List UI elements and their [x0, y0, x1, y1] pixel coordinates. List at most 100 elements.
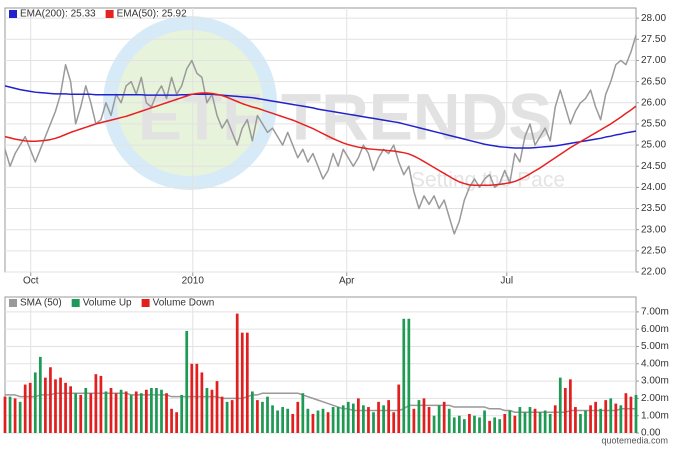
volume-bar	[407, 318, 411, 433]
volume-bar	[473, 415, 476, 433]
volume-bar	[629, 396, 633, 433]
volume-bar	[3, 396, 7, 433]
y-tick-label: 23.00	[641, 224, 666, 235]
volume-bar	[599, 408, 603, 433]
volume-bar	[195, 363, 199, 433]
volume-bar	[74, 393, 78, 433]
volume-bar	[382, 405, 385, 433]
volume-bar	[351, 403, 355, 433]
y-tick-label: 27.50	[641, 34, 666, 45]
volume-bar	[594, 401, 597, 433]
volume-bar	[185, 330, 189, 433]
volume-bar	[84, 388, 88, 433]
volume-bar	[134, 391, 138, 433]
volume-bar	[28, 382, 32, 433]
volume-bar	[240, 332, 244, 433]
series-line	[4, 92, 637, 187]
volume-bar	[23, 384, 27, 433]
volume-bar	[432, 415, 436, 433]
y-tick-label: 5.00m	[641, 341, 669, 352]
volume-bar	[427, 407, 431, 433]
x-tick-label: Jul	[500, 276, 513, 287]
legend-swatch	[9, 299, 17, 307]
legend-label: Volume Down	[153, 298, 215, 309]
volume-bar	[498, 419, 502, 433]
volume-bar	[316, 410, 320, 433]
volume-bar	[235, 313, 239, 433]
volume-bar	[261, 401, 264, 433]
volume-bar	[483, 410, 486, 433]
volume-bar	[553, 405, 557, 433]
volume-bar	[619, 405, 623, 433]
y-tick-label: 7.00m	[641, 307, 669, 318]
y-tick-label: 26.50	[641, 76, 666, 87]
volume-bar	[245, 332, 249, 433]
series-line	[4, 34, 637, 235]
series-line	[4, 85, 637, 149]
volume-bar	[412, 408, 416, 433]
y-tick-label: 22.00	[641, 267, 666, 278]
volume-bar	[558, 377, 562, 433]
y-tick-label: 24.50	[641, 161, 666, 172]
volume-bar	[256, 400, 259, 433]
volume-bar	[170, 408, 173, 433]
volume-bar	[503, 413, 507, 433]
y-tick-label: 6.00m	[641, 324, 669, 335]
volume-bar	[548, 413, 552, 433]
volume-bar	[144, 389, 148, 433]
volume-bar	[634, 394, 638, 433]
volume-bar	[422, 398, 426, 433]
volume-bar	[518, 407, 522, 433]
volume-bar	[306, 408, 310, 433]
watermark-title: ETF TRENDS	[138, 79, 552, 153]
volume-bar	[362, 405, 365, 433]
volume-bar	[569, 379, 572, 433]
volume-bar	[114, 393, 118, 433]
volume-bar	[528, 407, 532, 433]
x-tick-label: Oct	[23, 276, 39, 287]
volume-bar	[64, 382, 67, 433]
volume-bar	[584, 410, 587, 433]
volume-bar	[533, 408, 537, 433]
volume-bar	[402, 318, 406, 433]
legend-swatch	[71, 299, 80, 307]
volume-bar	[225, 401, 229, 433]
volume-bar	[508, 410, 512, 433]
volume-bar	[624, 393, 628, 433]
y-tick-label: 0.00	[641, 428, 661, 439]
y-tick-label: 26.00	[641, 97, 666, 108]
y-tick-label: 25.50	[641, 119, 666, 130]
volume-bar	[165, 393, 168, 433]
volume-bar	[104, 391, 108, 433]
volume-bar	[397, 384, 401, 433]
volume-bar	[301, 393, 305, 433]
y-tick-label: 24.00	[641, 182, 666, 193]
volume-bar	[155, 388, 158, 433]
volume-bar	[160, 389, 163, 433]
volume-bar	[129, 394, 133, 433]
volume-bar	[392, 412, 396, 433]
y-tick-label: 25.00	[641, 140, 666, 151]
y-tick-label: 3.00m	[641, 376, 669, 387]
volume-bar	[356, 398, 360, 433]
legend-label: Volume Up	[83, 298, 132, 309]
volume-bar	[190, 363, 194, 433]
legend-swatch	[105, 10, 114, 18]
volume-bar	[604, 400, 608, 433]
volume-bar	[372, 412, 375, 433]
volume-bar	[579, 413, 582, 433]
volume-bar	[437, 405, 441, 433]
watermark-tagline: Setting the Pace	[411, 169, 565, 192]
volume-bar	[447, 408, 451, 433]
volume-bar	[387, 400, 391, 433]
volume-bar	[311, 413, 315, 433]
legend-swatch	[9, 10, 17, 18]
volume-bar	[296, 401, 300, 433]
x-tick-label: 2010	[182, 276, 205, 287]
volume-bar	[271, 405, 274, 433]
legend-label: EMA(50): 25.92	[117, 9, 187, 20]
volume-bar	[341, 405, 345, 433]
volume-bar	[79, 394, 83, 433]
footer: quotemedia.com	[601, 435, 668, 445]
volume-bar	[538, 412, 542, 433]
